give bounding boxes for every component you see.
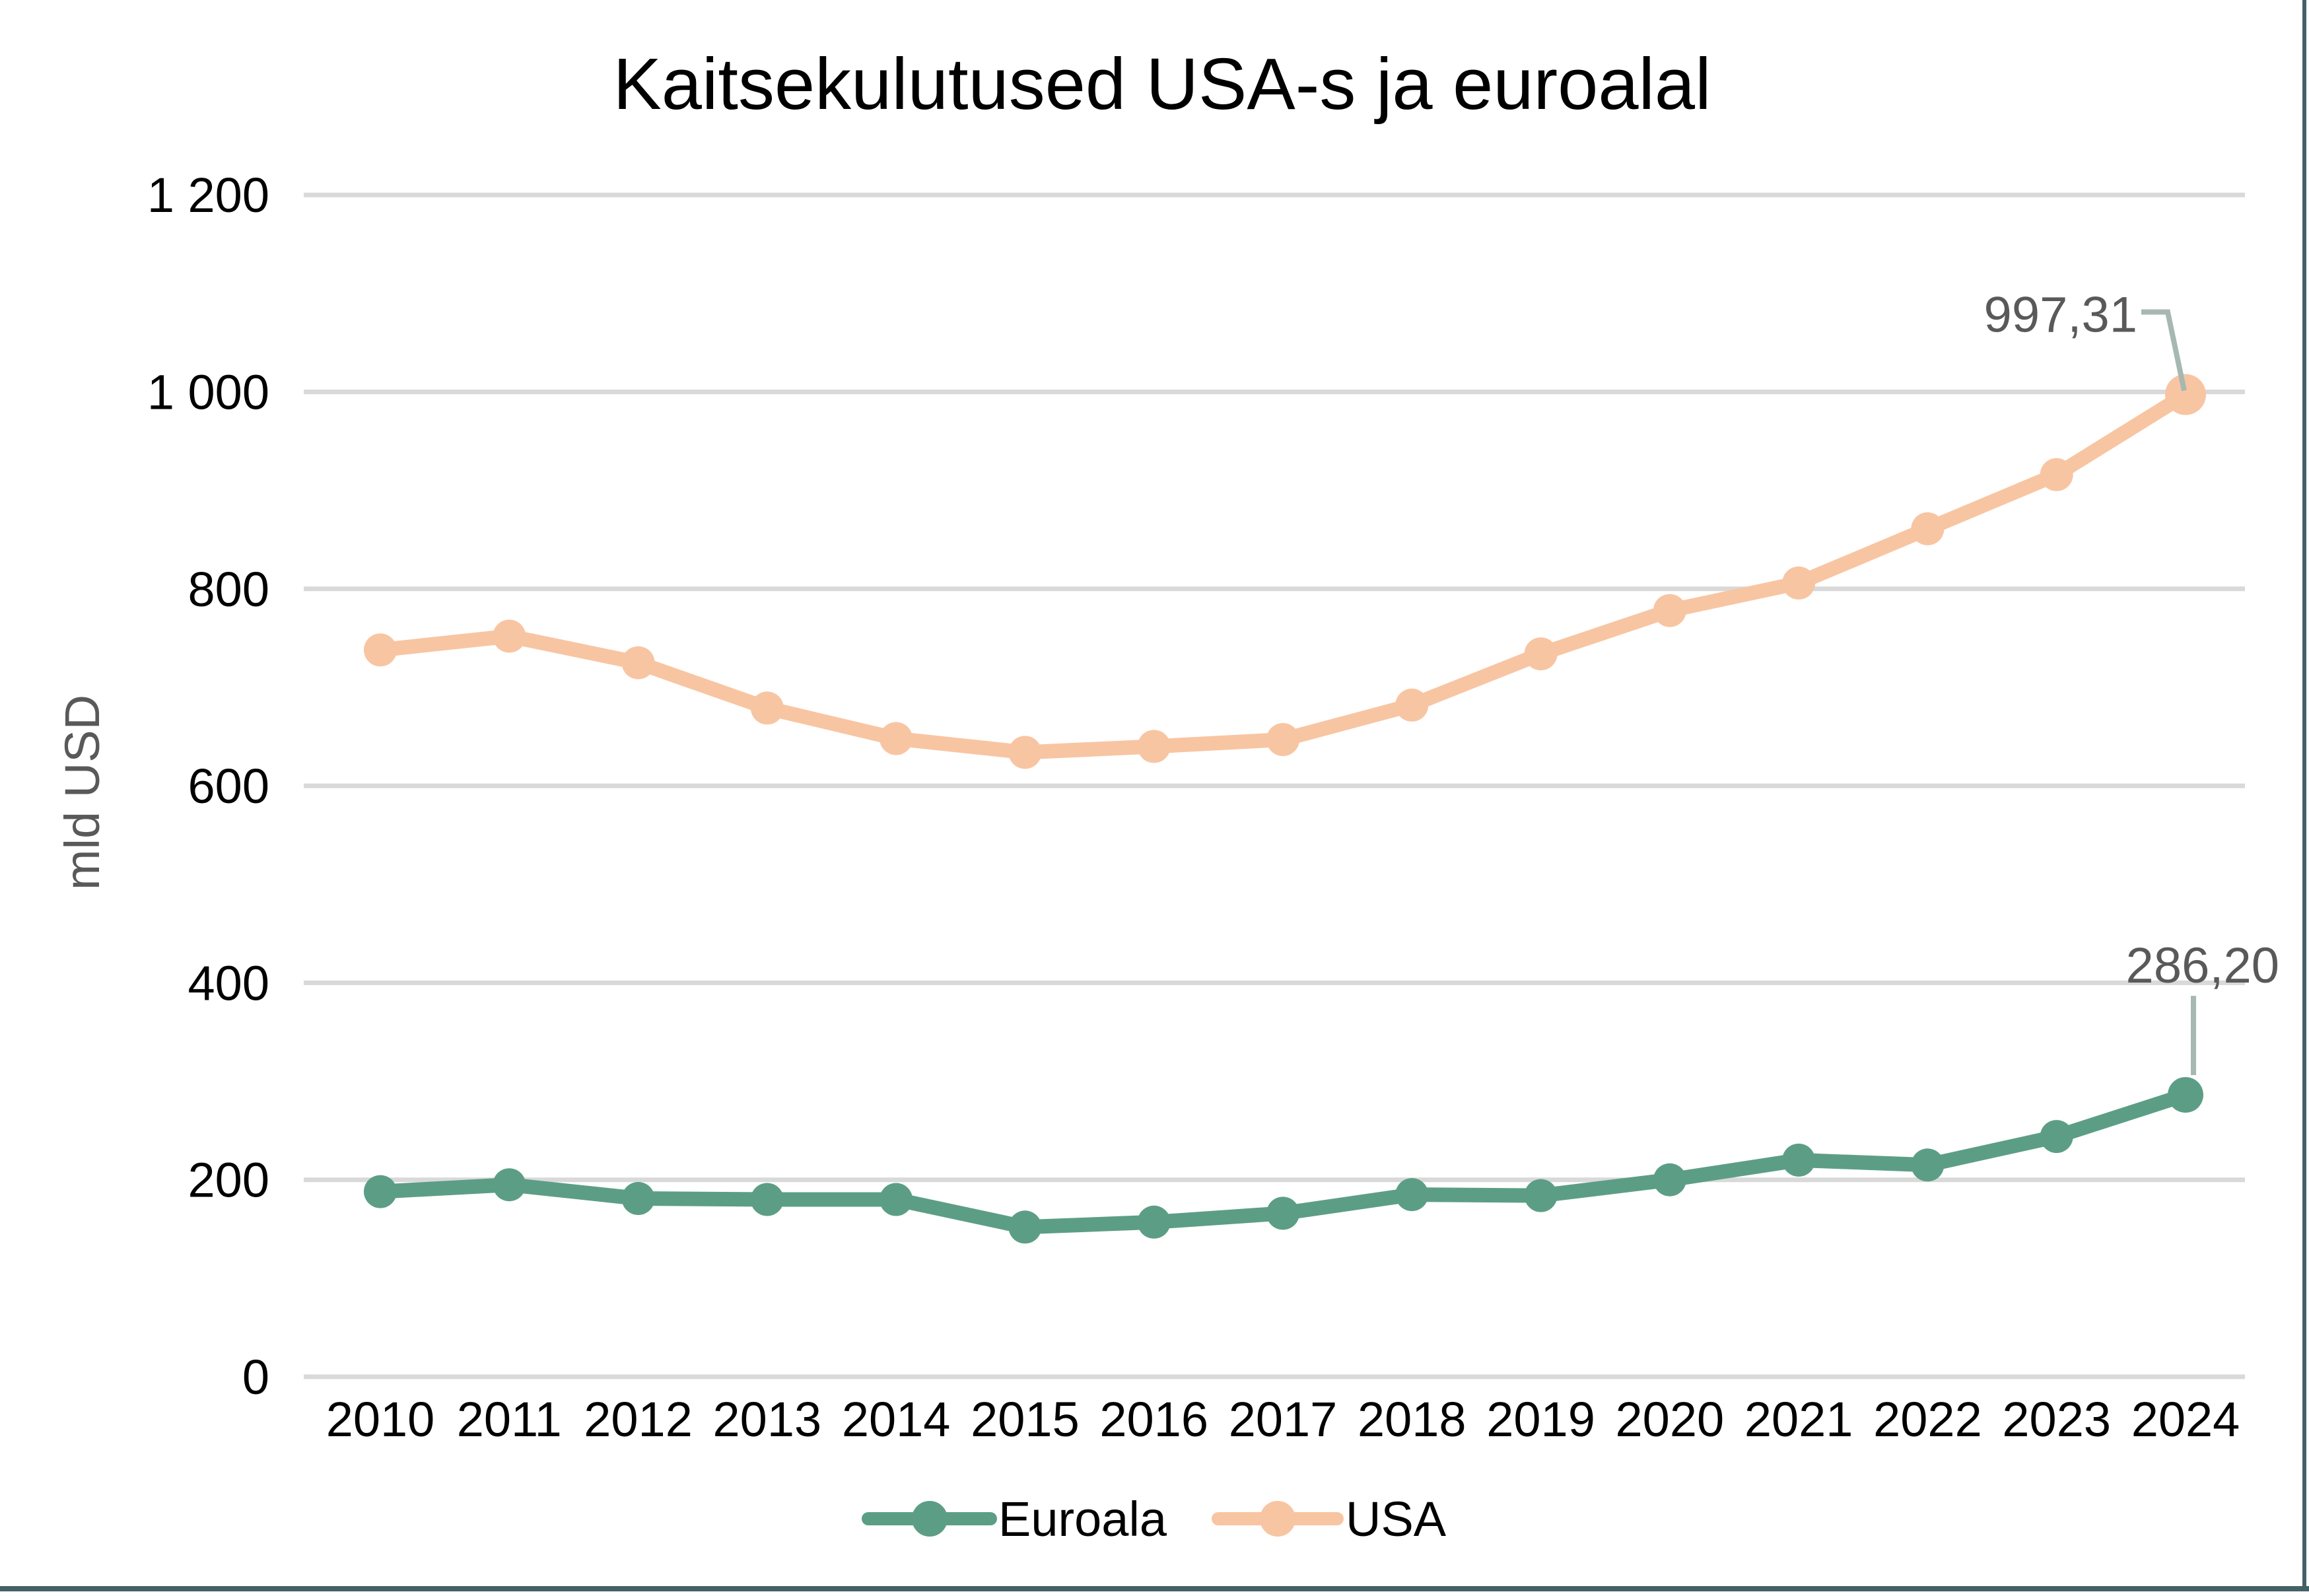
euroala-point-2021: [1782, 1143, 1816, 1177]
usa-point-2013: [750, 691, 784, 725]
usa-point-2010: [364, 633, 397, 667]
legend-label-euroala: Euroala: [998, 1492, 1167, 1546]
x-tick-label-2015: 2015: [971, 1392, 1080, 1447]
usa-point-2024: [2165, 374, 2206, 415]
usa-point-2022: [1911, 512, 1945, 545]
x-tick-label-2022: 2022: [1873, 1392, 1982, 1447]
right-frame-border: [2302, 0, 2306, 1591]
usa-point-2023: [2040, 458, 2073, 491]
y-tick-label-600: 600: [188, 759, 269, 814]
usa-point-2012: [621, 646, 655, 679]
y-tick-label-800: 800: [188, 562, 269, 617]
gridlines-group: [304, 192, 2245, 1379]
euroala-point-2015: [1008, 1210, 1042, 1244]
euroala-point-2012: [621, 1182, 655, 1215]
x-tick-label-2010: 2010: [326, 1392, 435, 1447]
x-tick-label-2012: 2012: [584, 1392, 693, 1447]
euroala-point-2013: [750, 1183, 784, 1216]
x-tick-label-2011: 2011: [457, 1392, 562, 1447]
euroala-point-2024: [2168, 1077, 2203, 1113]
usa-leader-line: [2141, 309, 2187, 392]
euroala-last-value-label: 286,20: [2126, 938, 2279, 994]
usa-line: [373, 387, 2193, 760]
euroala-point-2016: [1137, 1205, 1171, 1239]
legend-marker-point-usa: [1260, 1501, 1295, 1537]
x-tick-label-2018: 2018: [1358, 1392, 1466, 1447]
euroala-point-2014: [879, 1183, 913, 1216]
x-tick-label-2017: 2017: [1229, 1392, 1338, 1447]
legend-group: Euroala USA: [862, 1492, 1447, 1546]
x-tick-label-2014: 2014: [842, 1392, 951, 1447]
euroala-point-2011: [493, 1168, 526, 1202]
usa-point-2020: [1653, 594, 1686, 627]
euroala-point-2018: [1395, 1178, 1429, 1212]
y-tick-label-200: 200: [188, 1153, 269, 1208]
annotations-group: 286,20 997,31: [1984, 287, 2279, 1076]
usa-point-2018: [1395, 688, 1429, 722]
euroala-point-2019: [1524, 1179, 1558, 1212]
euroala-point-2017: [1266, 1197, 1299, 1230]
euroala-point-2020: [1653, 1163, 1686, 1197]
x-tick-label-2019: 2019: [1486, 1392, 1595, 1447]
y-tick-label-1000: 1 000: [147, 365, 269, 420]
chart-title: Kaitsekulutused USA-s ja euroalal: [613, 44, 1711, 125]
usa-point-2016: [1137, 730, 1171, 763]
usa-point-2014: [879, 722, 913, 755]
euroala-point-2010: [364, 1175, 397, 1208]
euroala-point-2022: [1911, 1148, 1945, 1182]
y-tick-label-400: 400: [188, 955, 269, 1010]
x-tick-label-2013: 2013: [713, 1392, 822, 1447]
euroala-point-2023: [2040, 1120, 2073, 1154]
usa-point-2017: [1266, 723, 1299, 756]
usa-point-2011: [493, 619, 526, 653]
usa-point-2019: [1524, 637, 1558, 671]
y-tick-label-0: 0: [242, 1350, 269, 1405]
x-tick-label-2016: 2016: [1099, 1392, 1208, 1447]
y-axis-title: mld USD: [55, 695, 110, 890]
legend-label-usa: USA: [1346, 1492, 1447, 1546]
y-tick-label-1200: 1 200: [147, 168, 269, 223]
y-tick-labels-group: 0 200 400 600 800 1 000 1 200: [147, 168, 269, 1405]
usa-point-2021: [1782, 566, 1816, 600]
x-tick-label-2021: 2021: [1744, 1392, 1853, 1447]
usa-point-2015: [1008, 736, 1042, 769]
x-tick-label-2020: 2020: [1616, 1392, 1725, 1447]
x-tick-label-2024: 2024: [2131, 1392, 2240, 1447]
x-tick-labels-group: 2010 2011 2012 2013 2014 2015 2016 2017 2018 2019…: [326, 1392, 2240, 1447]
usa-last-value-label: 997,31: [1984, 287, 2137, 343]
series-group: [364, 374, 2206, 1244]
bottom-frame-border: [0, 1586, 2309, 1591]
x-tick-label-2023: 2023: [2002, 1392, 2111, 1447]
legend-marker-point-euroala: [912, 1501, 948, 1537]
